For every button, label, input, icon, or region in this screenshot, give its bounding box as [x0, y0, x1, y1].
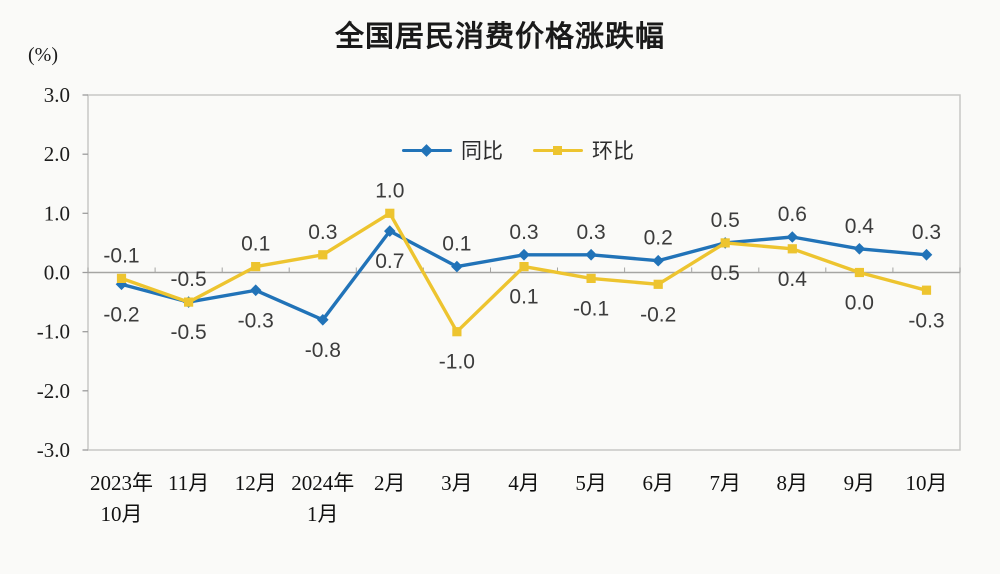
y-axis: 3.0 2.0 1.0 0.0 -1.0 -2.0 -3.0	[37, 83, 88, 462]
tongbi-marker	[786, 231, 799, 243]
x-axis-labels: 2023年 10月 11月 12月 2024年 1月 2月 3月 4月 5月 6月 7月 8月 9月 10月	[90, 471, 948, 526]
huanbi-line-square-icon	[533, 144, 583, 157]
tongbi-marker	[384, 225, 396, 237]
legend-item-tongbi: 同比	[402, 135, 503, 165]
data-label-huanbi: 0.5	[711, 262, 740, 285]
data-label-tongbi: 0.4	[845, 215, 875, 238]
y-tick-label: 3.0	[44, 83, 70, 107]
tongbi-marker	[853, 243, 866, 255]
data-label-tongbi: 0.3	[509, 221, 538, 244]
x-tick-label: 6月	[642, 471, 674, 495]
y-axis-unit-label: (%)	[28, 44, 58, 66]
data-label-huanbi: 0.1	[509, 286, 538, 309]
chart-title: 全国居民消费价格涨跌幅	[334, 21, 665, 53]
y-tick-label: -1.0	[37, 320, 70, 344]
series-huanbi	[116, 208, 932, 337]
x-tick-label: 9月	[844, 471, 876, 495]
data-label-tongbi: -0.8	[305, 339, 341, 362]
huanbi-marker	[921, 285, 932, 295]
x-tick-label: 12月	[235, 471, 277, 495]
x-tick-label: 2月	[374, 471, 406, 495]
huanbi-marker	[787, 244, 797, 254]
huanbi-marker	[116, 273, 127, 283]
data-label-huanbi: 0.0	[845, 292, 874, 315]
data-label-tongbi: 0.1	[442, 233, 471, 256]
tongbi-marker	[249, 284, 262, 297]
legend-label-huanbi: 环比	[592, 140, 634, 163]
tongbi-line-diamond-icon	[402, 143, 452, 157]
x-tick-label: 10月	[101, 502, 143, 526]
data-label-tongbi: 0.7	[375, 250, 404, 273]
data-label-huanbi: -1.0	[439, 351, 475, 374]
data-label-huanbi: 1.0	[375, 179, 404, 202]
y-tick-label: 0.0	[44, 261, 70, 285]
chart-legend: 同比 环比	[402, 135, 634, 165]
x-tick-label: 10月	[906, 471, 948, 495]
legend-item-huanbi: 环比	[533, 135, 634, 165]
huanbi-marker	[653, 279, 663, 289]
x-tick-label: 11月	[168, 471, 209, 495]
huanbi-marker	[452, 327, 462, 337]
tongbi-marker	[317, 314, 329, 326]
tongbi-marker	[451, 260, 463, 273]
data-label-tongbi: 0.5	[711, 209, 740, 232]
huanbi-marker	[385, 208, 395, 218]
data-label-huanbi: -0.1	[573, 297, 609, 320]
huanbi-marker	[184, 297, 194, 307]
huanbi-marker	[251, 262, 261, 272]
tongbi-marker	[652, 254, 664, 267]
x-tick-label: 3月	[441, 471, 473, 495]
tongbi-marker	[518, 248, 530, 261]
x-tick-label: 7月	[709, 471, 741, 495]
huanbi-marker	[519, 262, 529, 272]
huanbi-marker	[586, 273, 596, 283]
data-label-huanbi: 0.3	[308, 221, 337, 244]
data-label-huanbi: -0.5	[171, 268, 207, 291]
data-label-huanbi: -0.3	[908, 309, 944, 332]
huanbi-marker	[318, 250, 328, 260]
tongbi-marker	[920, 248, 933, 261]
data-label-tongbi: -0.5	[171, 321, 207, 344]
data-label-huanbi: 0.4	[778, 268, 808, 291]
x-tick-label: 5月	[575, 471, 607, 495]
data-label-huanbi: -0.1	[103, 244, 139, 267]
data-labels: -0.2 -0.1 -0.5 -0.5 -0.3 0.1 -0.8 0.3 0.7 1.0 0.1 -…	[103, 179, 944, 373]
y-tick-label: -3.0	[37, 438, 70, 462]
y-tick-label: -2.0	[37, 379, 70, 403]
data-label-tongbi: 0.2	[644, 227, 673, 250]
data-label-tongbi: 0.3	[576, 221, 605, 244]
data-label-tongbi: -0.3	[238, 309, 274, 332]
huanbi-marker	[720, 238, 730, 248]
x-tick-label: 4月	[508, 471, 540, 495]
legend-label-tongbi: 同比	[461, 140, 503, 163]
x-tick-label: 2023年	[90, 471, 153, 495]
huanbi-marker	[854, 267, 864, 278]
data-label-tongbi: 0.6	[778, 203, 807, 226]
data-label-huanbi: 0.1	[241, 233, 270, 256]
y-tick-label: 2.0	[44, 142, 70, 166]
data-label-tongbi: -0.2	[103, 303, 139, 326]
data-label-huanbi: -0.2	[640, 303, 676, 326]
x-tick-label: 8月	[777, 471, 809, 495]
x-tick-label: 2024年	[291, 471, 354, 495]
tongbi-marker	[585, 248, 597, 261]
x-tick-label: 1月	[307, 502, 339, 526]
y-tick-label: 1.0	[44, 201, 70, 225]
data-label-tongbi: 0.3	[912, 221, 941, 244]
